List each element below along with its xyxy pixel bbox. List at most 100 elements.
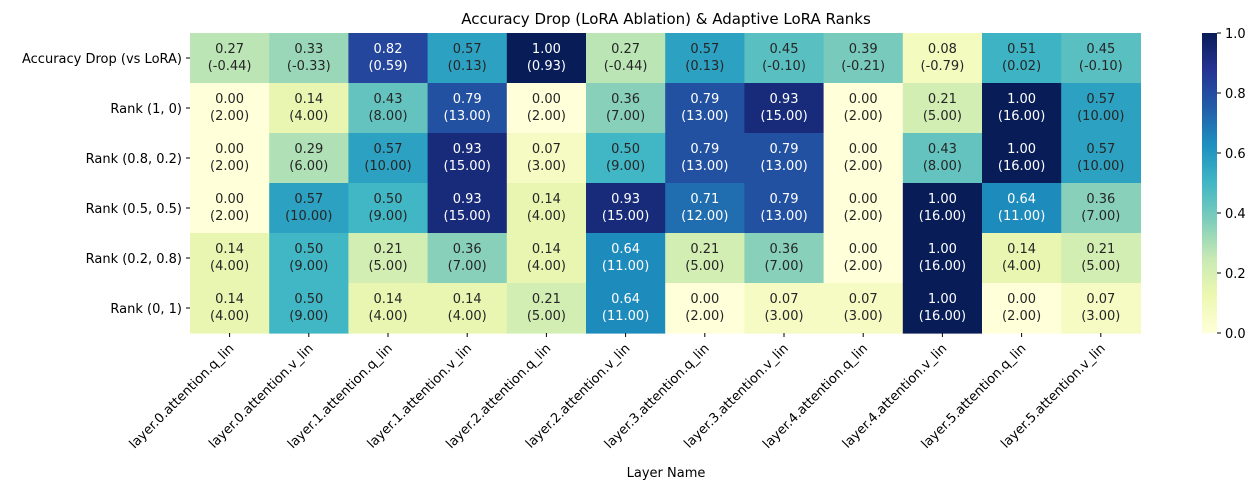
cell-value-label: 1.00 — [1007, 92, 1036, 107]
cell-annotation-label: (5.00) — [923, 109, 962, 124]
heatmap-cell — [1061, 183, 1141, 234]
heatmap-cell — [190, 83, 270, 134]
heatmap-cell — [506, 133, 587, 184]
cell-value-label: 0.36 — [611, 92, 640, 107]
heatmap-cell — [427, 233, 508, 284]
cell-value-label: 0.45 — [1086, 42, 1115, 57]
heatmap-cell — [823, 133, 904, 184]
cell-annotation-label: (2.00) — [1002, 309, 1041, 324]
cell-annotation-label: (12.00) — [681, 209, 728, 224]
cell-annotation-label: (4.00) — [210, 309, 249, 324]
heatmap-cell — [823, 183, 904, 234]
cell-annotation-label: (6.00) — [289, 159, 328, 174]
heatmap-cell — [427, 83, 508, 134]
cell-annotation-label: (3.00) — [527, 159, 566, 174]
cell-annotation-label: (7.00) — [448, 259, 487, 274]
cell-value-label: 1.00 — [928, 242, 957, 257]
colorbar-ticks: 0.0 0.2 0.4 0.6 0.8 1.0 — [1217, 27, 1246, 342]
cell-value-label: 0.57 — [1086, 92, 1115, 107]
colorbar-tick-label: 0.6 — [1225, 147, 1246, 162]
cell-value-label: 0.36 — [770, 242, 799, 257]
cell-value-label: 0.82 — [374, 42, 403, 57]
cell-value-label: 0.27 — [215, 42, 244, 57]
cell-value-label: 0.93 — [770, 92, 799, 107]
cell-value-label: 0.50 — [294, 242, 323, 257]
cell-annotation-label: (0.13) — [685, 59, 724, 74]
heatmap-cell — [665, 83, 745, 134]
heatmap-cell — [348, 283, 429, 334]
heatmap-cell — [427, 283, 508, 334]
cell-annotation-label: (2.00) — [844, 109, 883, 124]
cell-value-label: 0.79 — [770, 142, 799, 157]
cell-annotation-label: (7.00) — [606, 109, 645, 124]
heatmap-cell — [902, 33, 983, 84]
colorbar-tick-label: 1.0 — [1225, 27, 1246, 42]
cell-annotation-label: (2.00) — [844, 209, 883, 224]
cell-annotation-label: (15.00) — [760, 109, 807, 124]
heatmap-cell — [348, 183, 429, 234]
cell-value-label: 0.79 — [690, 142, 719, 157]
cell-annotation-label: (9.00) — [606, 159, 645, 174]
heatmap-cell — [665, 133, 745, 184]
heatmap-cell — [506, 283, 587, 334]
cell-annotation-label: (16.00) — [998, 159, 1045, 174]
cell-value-label: 0.14 — [1007, 242, 1036, 257]
heatmap-cell — [506, 233, 587, 284]
cell-value-label: 0.14 — [374, 292, 403, 307]
colorbar-gradient — [1202, 33, 1217, 333]
cell-annotation-label: (5.00) — [1081, 259, 1120, 274]
heatmap-cell — [190, 183, 270, 234]
cell-value-label: 0.79 — [690, 92, 719, 107]
cell-annotation-label: (4.00) — [1002, 259, 1041, 274]
heatmap-cell — [586, 33, 666, 84]
cell-annotation-label: (5.00) — [368, 259, 407, 274]
cell-annotation-label: (0.13) — [448, 59, 487, 74]
cell-annotation-label: (15.00) — [444, 159, 491, 174]
heatmap-cell — [744, 283, 825, 334]
heatmap-cell — [665, 233, 745, 284]
cell-annotation-label: (2.00) — [210, 109, 249, 124]
heatmap-cell — [586, 83, 666, 134]
cell-annotation-label: (4.00) — [210, 259, 249, 274]
cell-value-label: 0.14 — [453, 292, 482, 307]
chart-title: Accuracy Drop (LoRA Ablation) & Adaptive… — [461, 10, 871, 28]
cell-annotation-label: (2.00) — [844, 159, 883, 174]
cell-annotation-label: (0.02) — [1002, 59, 1041, 74]
cell-annotation-label: (8.00) — [368, 109, 407, 124]
heatmap-cell — [506, 33, 587, 84]
cell-value-label: 0.07 — [1086, 292, 1115, 307]
cell-annotation-label: (9.00) — [289, 259, 328, 274]
cell-value-label: 0.27 — [611, 42, 640, 57]
cell-annotation-label: (-0.44) — [604, 59, 648, 74]
y-tick-label: Accuracy Drop (vs LoRA) — [22, 52, 182, 67]
heatmap-cell — [744, 133, 825, 184]
heatmap-cell — [982, 283, 1062, 334]
cell-annotation-label: (11.00) — [602, 309, 649, 324]
cell-annotation-label: (-0.44) — [208, 59, 252, 74]
heatmap-cell — [902, 233, 983, 284]
cell-value-label: 0.07 — [849, 292, 878, 307]
heatmap-cell — [982, 83, 1062, 134]
y-tick-label: Rank (0.2, 0.8) — [86, 252, 182, 267]
cell-value-label: 0.50 — [611, 142, 640, 157]
cell-value-label: 0.14 — [532, 242, 561, 257]
heatmap-cell — [348, 83, 429, 134]
colorbar-tick-label: 0.8 — [1225, 87, 1246, 102]
cell-value-label: 0.00 — [215, 92, 244, 107]
cell-value-label: 0.43 — [928, 142, 957, 157]
cell-annotation-label: (-0.33) — [287, 59, 331, 74]
heatmap-cell — [982, 233, 1062, 284]
cell-value-label: 0.64 — [1007, 192, 1036, 207]
cell-value-label: 1.00 — [928, 192, 957, 207]
heatmap-cell — [982, 183, 1062, 234]
y-tick-label: Rank (0, 1) — [110, 302, 182, 317]
cell-value-label: 0.36 — [1086, 192, 1115, 207]
heatmap-cell — [1061, 233, 1141, 284]
cell-value-label: 0.64 — [611, 242, 640, 257]
cell-value-label: 0.33 — [294, 42, 323, 57]
cell-value-label: 0.43 — [374, 92, 403, 107]
heatmap-cell — [1061, 283, 1141, 334]
cell-annotation-label: (11.00) — [998, 209, 1045, 224]
heatmap-cell — [1061, 133, 1141, 184]
heatmap-cell — [506, 183, 587, 234]
